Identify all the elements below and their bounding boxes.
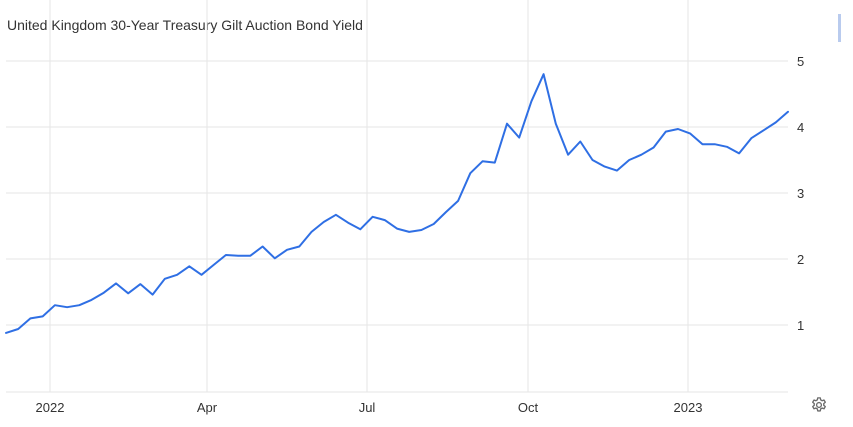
y-tick-label: 1 [797, 318, 804, 333]
y-axis: 1 2 3 4 5 [797, 54, 804, 333]
x-tick-label: 2023 [674, 400, 703, 415]
x-tick-label: Jul [359, 400, 376, 415]
y-tick-label: 5 [797, 54, 804, 69]
x-axis: 2022 Apr Jul Oct 2023 [36, 400, 703, 415]
scroll-indicator [838, 14, 841, 42]
y-tick-label: 3 [797, 186, 804, 201]
x-tick-label: 2022 [36, 400, 65, 415]
chart-title: United Kingdom 30-Year Treasury Gilt Auc… [7, 17, 363, 33]
x-tick-label: Apr [197, 400, 218, 415]
y-tick-label: 2 [797, 252, 804, 267]
grid-lines [6, 0, 788, 393]
series-line [5, 73, 789, 334]
x-tick-label: Oct [518, 400, 539, 415]
gear-icon[interactable] [810, 396, 828, 414]
y-tick-label: 4 [797, 120, 804, 135]
series-layer [5, 73, 789, 334]
